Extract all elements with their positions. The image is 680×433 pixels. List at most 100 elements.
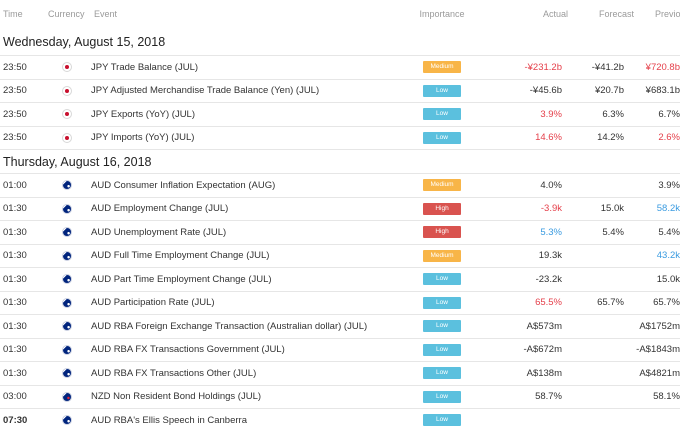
actual-value: -23.2k	[535, 273, 562, 285]
forecast-value: 5.4%	[602, 226, 624, 238]
importance-cell: Low	[421, 273, 463, 286]
event-name[interactable]: AUD RBA's Ellis Speech in Canberra	[91, 414, 247, 426]
importance-badge: Medium	[423, 179, 461, 192]
currency-cell	[45, 109, 89, 120]
japan-flag-icon	[62, 85, 72, 96]
event-time: 01:30	[3, 250, 27, 262]
header-time[interactable]: Time	[3, 9, 23, 19]
japan-flag-icon	[62, 109, 72, 120]
importance-badge: High	[423, 202, 461, 215]
header-currency[interactable]: Currency	[48, 9, 85, 19]
importance-badge: Low	[423, 84, 461, 97]
event-name[interactable]: AUD Participation Rate (JUL)	[91, 297, 215, 309]
importance-cell: Low	[421, 343, 463, 356]
importance-badge: Medium	[423, 249, 461, 262]
event-time: 01:30	[3, 297, 27, 309]
importance-badge: Low	[423, 367, 461, 380]
header-event[interactable]: Event	[94, 9, 118, 19]
australia-flag-icon	[62, 415, 72, 426]
australia-flag-icon	[62, 203, 72, 214]
importance-badge: High	[423, 226, 461, 239]
importance-cell: Low	[421, 320, 463, 333]
header-previous[interactable]: Previous	[654, 9, 680, 19]
previous-value: 43.2k	[656, 250, 680, 262]
event-row[interactable]: 01:00 AUD Consumer Inflation Expectation …	[0, 173, 680, 197]
previous-value: 15.0k	[656, 273, 680, 285]
currency-cell	[45, 180, 89, 191]
event-time: 01:30	[3, 367, 27, 379]
previous-value: -A$1843m	[636, 344, 680, 356]
event-row[interactable]: 01:30 AUD Unemployment Rate (JUL) High 5.3%…	[0, 220, 680, 244]
event-name[interactable]: AUD Consumer Inflation Expectation (AUG)	[91, 179, 276, 191]
header-importance[interactable]: Importance	[419, 9, 465, 19]
currency-cell	[45, 85, 89, 96]
previous-value: 5.4%	[658, 226, 680, 238]
importance-cell: Low	[421, 84, 463, 97]
previous-value: A$1752m	[639, 320, 680, 332]
event-name[interactable]: NZD Non Resident Bond Holdings (JUL)	[91, 391, 262, 403]
event-row[interactable]: 01:30 AUD Participation Rate (JUL) Low 65.5…	[0, 290, 680, 315]
importance-cell: Low	[421, 108, 463, 121]
event-name[interactable]: AUD RBA Foreign Exchange Transaction (Au…	[91, 320, 368, 332]
event-name[interactable]: JPY Imports (YoY) (JUL)	[91, 132, 195, 144]
importance-cell: Low	[421, 414, 463, 427]
event-time: 01:30	[3, 344, 27, 356]
previous-value: ¥720.8b	[645, 61, 680, 73]
australia-flag-icon	[62, 274, 72, 285]
event-name[interactable]: JPY Exports (YoY) (JUL)	[91, 108, 196, 120]
currency-cell	[45, 227, 89, 238]
australia-flag-icon	[62, 227, 72, 238]
event-row[interactable]: 23:50 JPY Imports (YoY) (JUL) Low 14.6% 14.2…	[0, 125, 680, 150]
event-row[interactable]: 23:50 JPY Adjusted Merchandise Trade Bala…	[0, 78, 680, 103]
event-name[interactable]: AUD Part Time Employment Change (JUL)	[91, 273, 272, 285]
currency-cell	[45, 250, 89, 261]
currency-cell	[45, 368, 89, 379]
event-row[interactable]: 23:50 JPY Trade Balance (JUL) Medium -¥231.…	[0, 55, 680, 79]
event-row[interactable]: 01:30 AUD Employment Change (JUL) High -3.9…	[0, 196, 680, 221]
importance-cell: Medium	[421, 61, 463, 74]
event-name[interactable]: AUD Unemployment Rate (JUL)	[91, 226, 227, 238]
importance-cell: High	[421, 226, 463, 239]
event-time: 01:30	[3, 203, 27, 215]
actual-value: 58.7%	[535, 391, 562, 403]
event-row[interactable]: 23:50 JPY Exports (YoY) (JUL) Low 3.9% 6.3% 6…	[0, 102, 680, 126]
actual-value: A$138m	[526, 367, 562, 379]
currency-cell	[45, 274, 89, 285]
event-row[interactable]: 01:30 AUD RBA Foreign Exchange Transactio…	[0, 314, 680, 338]
importance-badge: Low	[423, 273, 461, 286]
actual-value: 65.5%	[535, 297, 562, 309]
previous-value: 3.9%	[658, 179, 680, 191]
event-row[interactable]: 01:30 AUD Full Time Employment Change (JU…	[0, 243, 680, 268]
header-forecast[interactable]: Forecast	[598, 9, 634, 19]
importance-badge: Low	[423, 414, 461, 427]
actual-value: A$573m	[526, 320, 562, 332]
event-name[interactable]: AUD RBA FX Transactions Government (JUL)	[91, 344, 285, 356]
currency-cell	[45, 132, 89, 143]
event-row[interactable]: 01:30 AUD Part Time Employment Change (JU…	[0, 267, 680, 291]
header-actual[interactable]: Actual	[542, 9, 568, 19]
actual-value: 5.3%	[540, 226, 562, 238]
currency-cell	[45, 415, 89, 426]
event-name[interactable]: AUD Employment Change (JUL)	[91, 203, 229, 215]
event-time: 01:30	[3, 273, 27, 285]
importance-badge: Low	[423, 343, 461, 356]
event-name[interactable]: JPY Trade Balance (JUL)	[91, 61, 199, 73]
event-name[interactable]: AUD RBA FX Transactions Other (JUL)	[91, 367, 257, 379]
event-time: 07:30	[3, 414, 28, 426]
importance-cell: Low	[421, 367, 463, 380]
japan-flag-icon	[62, 62, 72, 73]
table-header: Time Currency Event Importance Actual Fo…	[0, 0, 680, 28]
event-row[interactable]: 07:30 AUD RBA's Ellis Speech in Canberra L…	[0, 408, 680, 432]
event-name[interactable]: AUD Full Time Employment Change (JUL)	[91, 250, 270, 262]
actual-value: 19.3k	[538, 250, 562, 262]
previous-value: 2.6%	[658, 132, 680, 144]
currency-cell	[45, 321, 89, 332]
event-row[interactable]: 01:30 AUD RBA FX Transactions Other (JUL)…	[0, 361, 680, 385]
actual-value: -3.9k	[540, 203, 562, 215]
event-row[interactable]: 03:00 NZD Non Resident Bond Holdings (JUL…	[0, 384, 680, 409]
importance-cell: High	[421, 202, 463, 215]
forecast-value: 15.0k	[600, 203, 624, 215]
event-row[interactable]: 01:30 AUD RBA FX Transactions Government …	[0, 337, 680, 362]
event-name[interactable]: JPY Adjusted Merchandise Trade Balance (…	[91, 85, 320, 97]
australia-flag-icon	[62, 344, 72, 355]
